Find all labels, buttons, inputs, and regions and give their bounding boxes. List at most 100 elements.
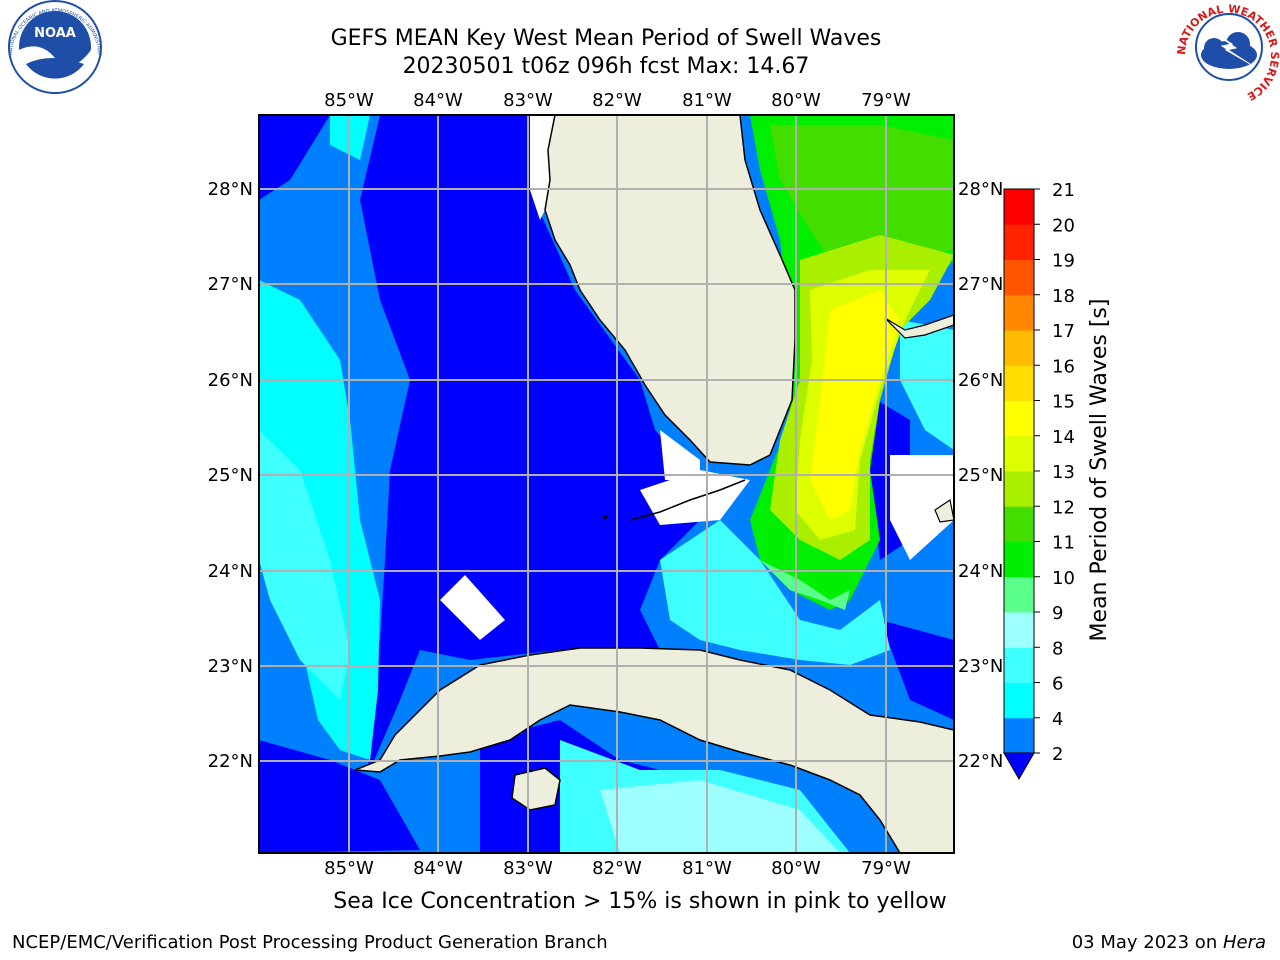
footer-date-text: 03 May 2023 on [1071, 932, 1223, 953]
pale-cyan-south-cuba [600, 780, 840, 853]
colorbar-segment [1004, 541, 1034, 578]
lat-label-right: 26°N [958, 370, 1003, 391]
map-subtitle: 20230501 t06z 096h fcst Max: 14.67 [402, 54, 810, 79]
colorbar-tick-label: 21 [1052, 180, 1075, 201]
colorbar-tick-label: 19 [1052, 251, 1075, 272]
lat-label-left: 27°N [208, 274, 253, 295]
lat-label-left: 25°N [208, 465, 253, 486]
sea-ice-caption: Sea Ice Concentration > 15% is shown in … [333, 889, 947, 914]
lon-label-top: 79°W [861, 90, 911, 111]
lon-label-bottom: 85°W [324, 858, 374, 879]
colorbar-tick-label: 15 [1052, 392, 1075, 413]
deep-blue-region-nw [259, 115, 330, 200]
colorbar-tick-label: 6 [1052, 674, 1063, 695]
latitude-labels-left: 28°N 27°N 26°N 25°N 24°N 23°N 22°N [208, 179, 253, 772]
noaa-logo: NOAA NATIONAL OCEANIC AND ATMOSPHERIC AD… [0, 0, 102, 94]
map-frame [258, 114, 955, 854]
colorbar-extend-arrow [1003, 752, 1035, 781]
bright-yellow-core [810, 290, 900, 520]
yellow-green-north [770, 125, 954, 260]
colorbar-segment [1004, 400, 1034, 437]
colorbar-label: Mean Period of Swell Waves [s] [1087, 299, 1112, 642]
dry-tortugas [603, 515, 607, 519]
nws-logo: NATIONAL WEATHER SERVICE [1175, 1, 1280, 103]
colorbar-tick-label: 2 [1052, 744, 1063, 765]
florida-keys [629, 479, 746, 521]
colorbar-segment [1004, 506, 1034, 542]
lat-label-right: 22°N [958, 751, 1003, 772]
colorbar-segment [1004, 576, 1034, 613]
svg-text:NOAA: NOAA [34, 26, 76, 41]
lat-label-right: 23°N [958, 656, 1003, 677]
colorbar-tick-label: 8 [1052, 638, 1063, 659]
lon-label-top: 81°W [682, 90, 732, 111]
colorbar-segment [1004, 435, 1034, 472]
colorbar-tick-label: 9 [1052, 603, 1063, 624]
lon-label-bottom: 83°W [503, 858, 553, 879]
bahamas-land [884, 314, 954, 339]
light-cyan-band-west [259, 430, 350, 700]
lat-label-left: 24°N [208, 561, 253, 582]
deep-blue-region-sw [259, 740, 420, 853]
cyan-straits [660, 520, 890, 665]
colorbar-segment [1004, 365, 1034, 401]
missing-data-fl-south [660, 430, 700, 480]
missing-data-bahamas [890, 455, 954, 560]
light-green-patch [760, 560, 850, 610]
longitude-labels-top: 85°W 84°W 83°W 82°W 81°W 80°W 79°W [324, 90, 911, 111]
lon-label-bottom: 79°W [861, 858, 911, 879]
colorbar-segment [1004, 647, 1034, 683]
colorbar-tick-label: 12 [1052, 497, 1075, 518]
cyan-bahamas [900, 320, 954, 450]
lat-label-left: 23°N [208, 656, 253, 677]
deep-blue-region-se [880, 620, 954, 720]
map-title: GEFS MEAN Key West Mean Period of Swell … [330, 26, 882, 51]
map-plot-area [259, 115, 954, 853]
longitude-labels-bottom: 85°W 84°W 83°W 82°W 81°W 80°W 79°W [324, 858, 911, 879]
colorbar-segment [1004, 330, 1034, 366]
colorbar-tick-label: 13 [1052, 462, 1075, 483]
footer-date: 03 May 2023 on Hera [1072, 932, 1266, 953]
lon-label-top: 84°W [413, 90, 463, 111]
lat-label-right: 27°N [958, 274, 1003, 295]
lat-label-right: 28°N [958, 179, 1003, 200]
colorbar-segment [1004, 471, 1034, 507]
cuba-land [354, 647, 954, 853]
florida-land [544, 115, 796, 466]
footer-credit: NCEP/EMC/Verification Post Processing Pr… [12, 932, 608, 953]
lon-label-bottom: 80°W [771, 858, 821, 879]
colorbar-tick-label: 16 [1052, 356, 1075, 377]
colorbar-segment [1004, 224, 1034, 260]
lon-label-bottom: 81°W [682, 858, 732, 879]
map-gridlines [259, 115, 954, 853]
missing-data-keys [640, 470, 750, 525]
colorbar-tick-label: 14 [1052, 427, 1075, 448]
colorbar: 2 4 6 8 9 10 11 12 13 14 15 16 17 18 19 20 21 [1003, 180, 1075, 781]
andros-land [934, 499, 954, 523]
lon-label-top: 82°W [592, 90, 642, 111]
colorbar-tick-label: 10 [1052, 568, 1075, 589]
lat-label-right: 25°N [958, 465, 1003, 486]
colorbar-tick-label: 11 [1052, 533, 1075, 554]
latitude-labels-right: 28°N 27°N 26°N 25°N 24°N 23°N 22°N [958, 179, 1003, 772]
lon-label-top: 83°W [503, 90, 553, 111]
colorbar-tick-label: 4 [1052, 709, 1063, 730]
colorbar-tick-label: 18 [1052, 286, 1075, 307]
lon-label-bottom: 82°W [592, 858, 642, 879]
colorbar-segment [1004, 189, 1034, 225]
colorbar-segment [1004, 294, 1034, 331]
isla-juventud-land [511, 767, 561, 811]
lat-label-left: 22°N [208, 751, 253, 772]
lon-label-top: 80°W [771, 90, 821, 111]
colorbar-tick-label: 20 [1052, 215, 1075, 236]
colorbar-segment [1004, 682, 1034, 719]
colorbar-segment [1004, 717, 1034, 754]
colorbar-segment [1004, 259, 1034, 296]
lon-label-top: 85°W [324, 90, 374, 111]
footer-host: Hera [1222, 932, 1266, 953]
lat-label-left: 26°N [208, 370, 253, 391]
lat-label-right: 24°N [958, 561, 1003, 582]
colorbar-segment [1004, 612, 1034, 648]
lon-label-bottom: 84°W [413, 858, 463, 879]
